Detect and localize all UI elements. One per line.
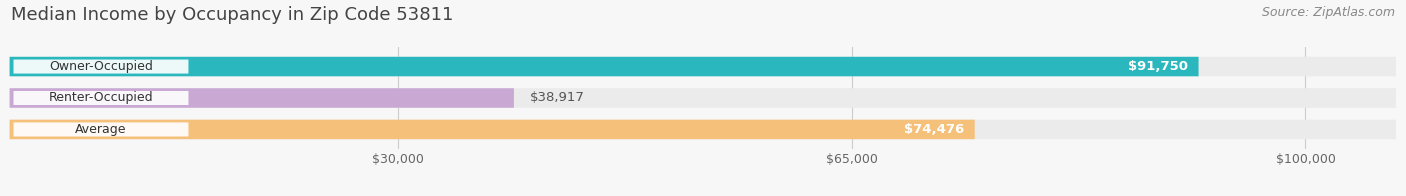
Text: Owner-Occupied: Owner-Occupied — [49, 60, 153, 73]
Text: $91,750: $91,750 — [1128, 60, 1188, 73]
FancyBboxPatch shape — [10, 88, 1396, 108]
FancyBboxPatch shape — [10, 120, 1396, 139]
Text: Average: Average — [76, 123, 127, 136]
Text: Source: ZipAtlas.com: Source: ZipAtlas.com — [1261, 6, 1395, 19]
FancyBboxPatch shape — [14, 122, 188, 136]
Text: $74,476: $74,476 — [904, 123, 965, 136]
FancyBboxPatch shape — [10, 57, 1198, 76]
FancyBboxPatch shape — [10, 120, 974, 139]
Text: Renter-Occupied: Renter-Occupied — [49, 92, 153, 104]
FancyBboxPatch shape — [14, 91, 188, 105]
FancyBboxPatch shape — [10, 88, 515, 108]
FancyBboxPatch shape — [14, 60, 188, 74]
Text: Median Income by Occupancy in Zip Code 53811: Median Income by Occupancy in Zip Code 5… — [11, 6, 454, 24]
FancyBboxPatch shape — [10, 57, 1396, 76]
Text: $38,917: $38,917 — [530, 92, 585, 104]
